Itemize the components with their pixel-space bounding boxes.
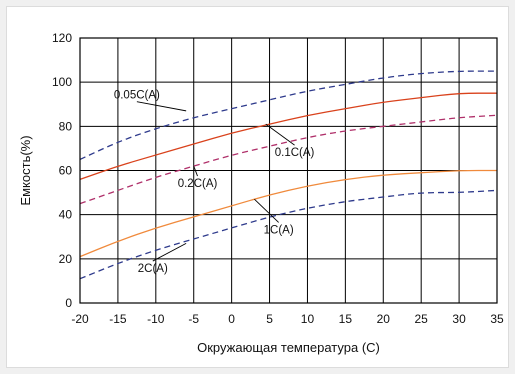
series-line-0-2C-A	[79, 114, 498, 205]
y-tick-label-60: 60	[59, 164, 73, 178]
y-tick-label-40: 40	[59, 208, 73, 222]
plot-border	[79, 37, 498, 304]
annotation-leader-1C-A	[254, 198, 279, 223]
annotation-label-1C-A: 1C(A)	[264, 224, 294, 236]
x-tick-label-10: -10	[147, 312, 165, 326]
x-tick-label-15: 15	[339, 312, 353, 326]
axes	[79, 37, 498, 304]
x-tick-label-35: 35	[490, 312, 504, 326]
series-line-2C-A	[79, 189, 498, 280]
annotation-leader-2C-A	[152, 242, 187, 262]
x-tick-label-10: 10	[301, 312, 315, 326]
x-tick-label-20: -20	[71, 312, 89, 326]
annotation-label-0-05C-A: 0.05C(A)	[114, 90, 160, 102]
x-axis-title: Окружающая температура (C)	[197, 340, 380, 355]
x-tick-label-25: 25	[415, 312, 429, 326]
x-tick-label-20: 20	[377, 312, 391, 326]
series-line-0-1C-A	[79, 92, 497, 180]
y-tick-label-100: 100	[52, 75, 72, 89]
x-tick-label-15: -15	[109, 312, 127, 326]
y-tick-label-0: 0	[65, 296, 72, 310]
x-tick-label-5: 5	[266, 312, 273, 326]
y-tick-label-80: 80	[59, 119, 73, 133]
y-axis-title: Емкость(%)	[18, 135, 33, 205]
x-tick-label-5: -5	[188, 312, 199, 326]
y-tick-label-20: 20	[59, 252, 73, 266]
series-line-0-05C-A	[79, 70, 497, 161]
tick-labels: -20 -15 -10 -5 0 5 10 15 20 25 30 35 0 20 40 60 80 100 120	[52, 31, 504, 326]
annotations: 0.05C(A) 0.1C(A) 0.2C(A) 1C(A) 2C(A)	[114, 90, 315, 275]
series-line-1C-A	[79, 169, 497, 258]
annotation-label-0-1C-A: 0.1C(A)	[275, 147, 315, 159]
chart-panel	[6, 6, 509, 368]
annotation-leader-0-05C-A	[136, 101, 187, 112]
x-tick-label-30: 30	[452, 312, 466, 326]
series-lines	[79, 70, 498, 280]
annotation-label-0-2C-A: 0.2C(A)	[178, 178, 218, 190]
x-tick-label-0: 0	[228, 312, 235, 326]
annotation-leader-0-1C-A	[265, 123, 295, 146]
annotation-leader-0-2C-A	[193, 165, 198, 177]
annotation-label-2C-A: 2C(A)	[138, 263, 168, 275]
y-tick-label-120: 120	[52, 31, 72, 45]
